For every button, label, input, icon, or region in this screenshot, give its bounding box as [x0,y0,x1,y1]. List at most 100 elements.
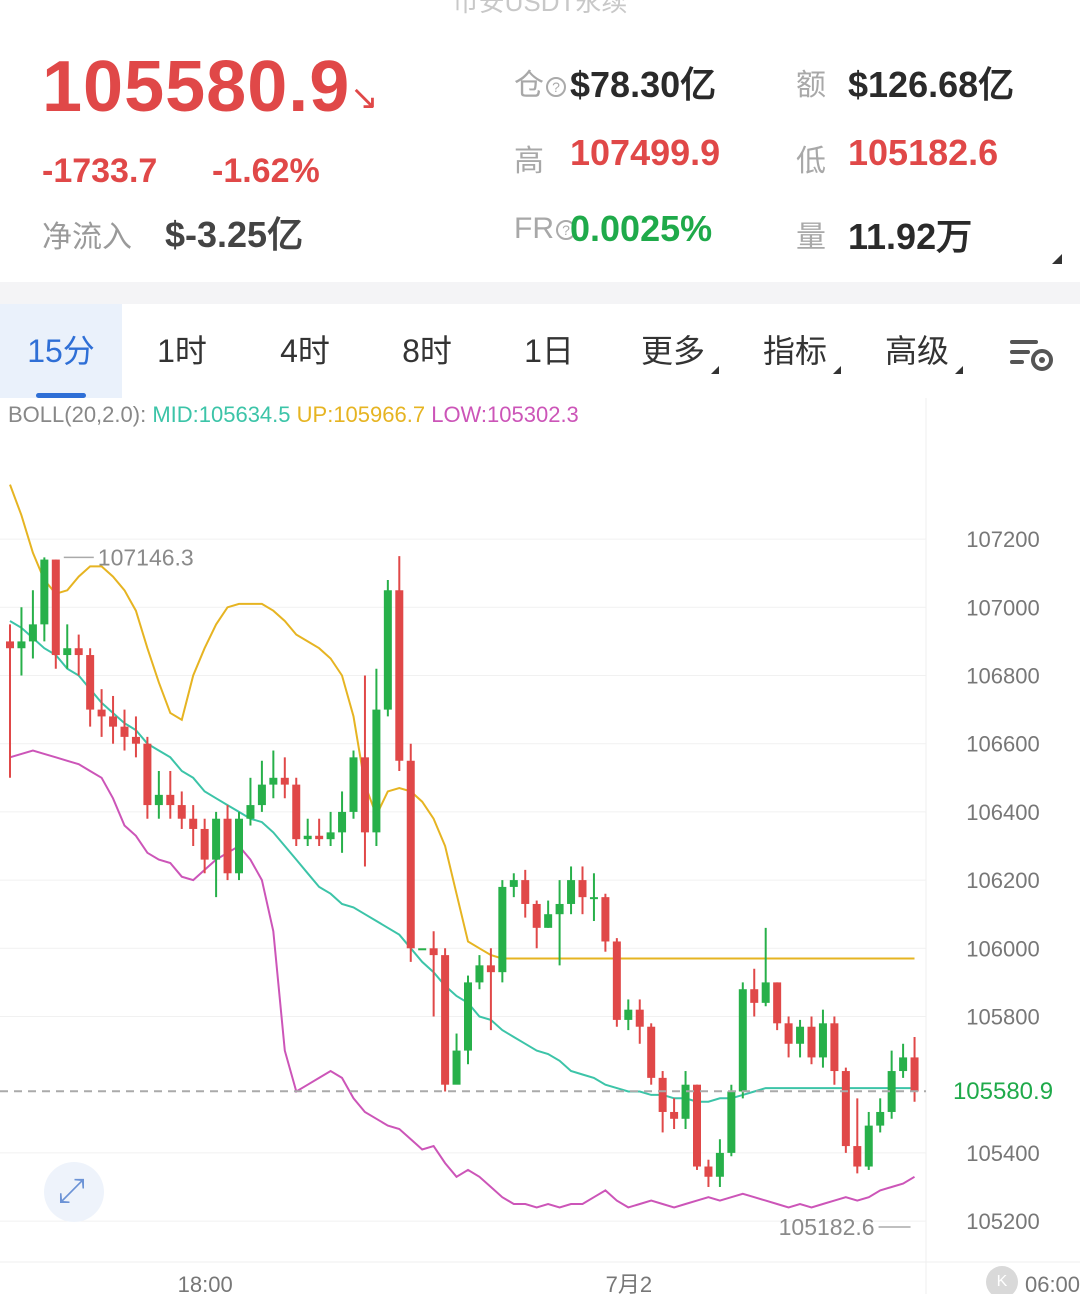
candle-body [63,648,72,656]
y-tick-label: 106600 [966,732,1039,757]
candle-body [452,1050,461,1085]
high-value: 107499.9 [570,132,721,173]
change-percent: -1.62% [212,152,320,190]
candle-body [818,1023,827,1058]
expand-stats-icon[interactable] [1052,254,1062,264]
candle-body [395,590,404,761]
fullscreen-button[interactable] [44,1162,104,1222]
scroll-to-latest-button[interactable]: K [986,1266,1018,1294]
candle-body [200,828,209,860]
dropdown-icon [833,366,841,374]
candle-body [429,948,438,956]
boll-up: UP:105966.7 [296,402,426,427]
volume-value: 11.92万 [848,216,973,257]
help-icon[interactable]: ? [546,77,566,98]
low-label: 低 [796,145,826,178]
tab-1d[interactable]: 1日 [524,333,574,369]
candle-body [876,1111,885,1126]
tab-more[interactable]: 更多 [620,304,740,398]
funding-rate-label: FR? [514,212,576,246]
dropdown-icon [711,366,719,374]
chart-settings-icon[interactable] [996,304,1066,398]
timeframe-tabs: 15分 1时 4时 8时 1日 更多 指标 高级 [0,304,1080,398]
x-tick-label: 06:00 [1025,1272,1080,1294]
candle-body [612,941,621,1020]
boll-upper-line [9,484,915,960]
candle-body [97,709,106,717]
last-price: 105580.9 [42,47,351,127]
candlestick-chart[interactable]: 107200 107000 106800 106600 106400 106200 1060… [0,398,1080,1294]
candle-body [28,624,37,642]
y-tick-label: 106000 [966,936,1039,961]
candle-body [635,1009,644,1027]
candle-body [509,880,518,887]
candle-body [280,777,289,785]
boll-mid-line [9,620,915,1103]
candle-body [177,805,186,819]
candle-body [567,880,576,904]
y-tick-label: 106400 [966,800,1039,825]
dropdown-icon [955,366,963,374]
candle-body [864,1125,873,1167]
net-inflow-label: 净流入 [42,221,132,254]
candle-body [544,914,553,928]
candle-body [738,989,747,1092]
candle-body [235,818,243,874]
candle-body [658,1077,667,1112]
last-price-tag-bg [928,1071,1078,1112]
boll-mid: MID:105634.5 [152,402,291,427]
candle-body [17,641,26,649]
candle-body [383,590,392,710]
fullscreen-icon: ⤢ [58,1172,86,1210]
candle-body [486,965,495,973]
y-tick-label: 105200 [966,1209,1039,1234]
candle-body [807,1026,816,1058]
candle-body [74,648,83,656]
y-tick-label: 107000 [966,595,1039,620]
candle-body [647,1026,656,1078]
candle-body [51,559,60,656]
candle-body [578,880,587,898]
candle-body [131,736,140,744]
candle-body [853,1146,862,1167]
candle-body [681,1084,690,1119]
candle-body [601,897,610,942]
candle-body [521,880,530,904]
candle-body [830,1023,839,1072]
tab-8h[interactable]: 8时 [402,333,452,369]
candle-body [326,832,335,840]
candle-body [887,1071,896,1112]
candle-body [464,982,472,1051]
tab-advanced[interactable]: 高级 [864,304,984,398]
candle-body [418,948,427,951]
boll-low: LOW:105302.3 [431,402,579,427]
candle-body [120,726,129,737]
candle-body [166,794,175,806]
candle-body [624,1009,633,1020]
tab-4h[interactable]: 4时 [280,333,330,369]
low-value: 105182.6 [848,132,999,173]
candle-body [212,818,221,860]
tab-15m[interactable]: 15分 [0,304,122,398]
boll-lower-line [9,749,916,1209]
candle-body [338,811,347,833]
section-divider [0,282,1080,304]
candle-body [589,897,598,900]
help-icon[interactable]: ? [556,220,576,241]
y-tick-label: 105400 [966,1141,1039,1166]
y-tick-label: 107200 [966,527,1039,552]
candle-body [532,903,541,928]
candle-body [693,1084,701,1167]
candle-body [704,1166,713,1177]
candle-body [372,709,381,833]
active-tab-indicator [36,393,86,398]
candle-body [750,989,759,1003]
tab-1h[interactable]: 1时 [157,333,207,369]
candle-body [154,794,163,806]
tab-indicators[interactable]: 指标 [742,304,862,398]
candle-body [349,757,358,812]
down-arrow-icon: ↘ [350,79,379,117]
candle-body [841,1071,850,1147]
page-title: 币安USDT永续 [452,0,628,17]
candle-body [761,982,770,1003]
